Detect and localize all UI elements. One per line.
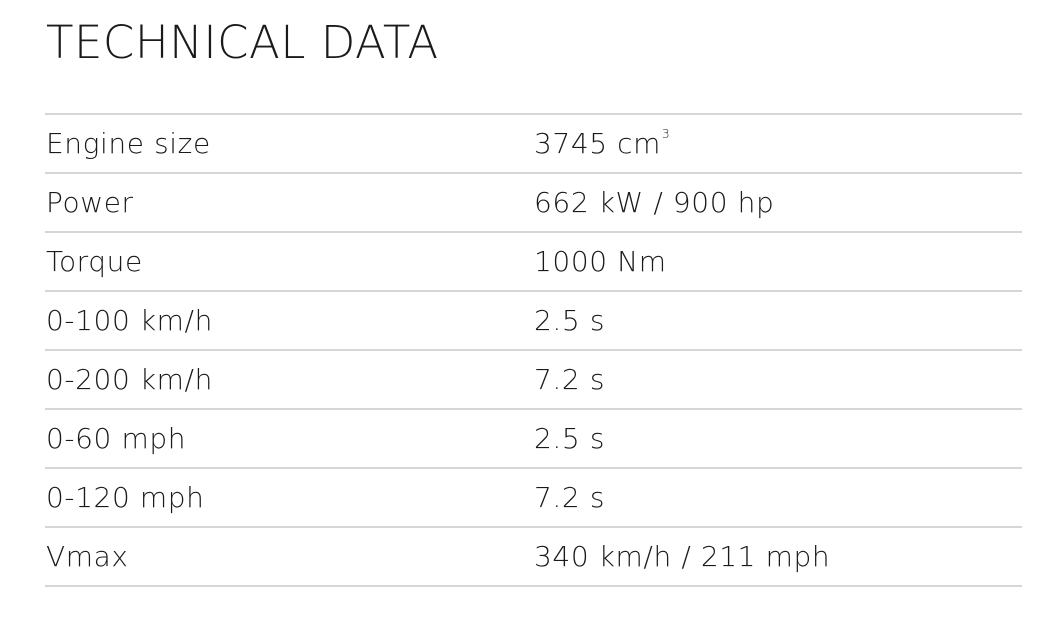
spec-value: 2.5 s	[534, 304, 606, 337]
spec-value-text: 3745 cm	[534, 127, 662, 160]
spec-row-vmax: Vmax 340 km/h / 211 mph	[45, 528, 1022, 587]
page-title: TECHNICAL DATA	[46, 16, 439, 69]
spec-label: 0-100 km/h	[46, 304, 213, 337]
spec-row-torque: Torque 1000 Nm	[45, 233, 1022, 292]
spec-value: 662 kW / 900 hp	[534, 186, 775, 219]
spec-label: 0-60 mph	[46, 422, 187, 455]
spec-row-power: Power 662 kW / 900 hp	[45, 174, 1022, 233]
spec-row-0-200-kmh: 0-200 km/h 7.2 s	[45, 351, 1022, 410]
spec-value: 7.2 s	[534, 363, 606, 396]
spec-value: 1000 Nm	[534, 245, 667, 278]
spec-label: 0-120 mph	[46, 481, 205, 514]
spec-row-0-60-mph: 0-60 mph 2.5 s	[45, 410, 1022, 469]
spec-label: 0-200 km/h	[46, 363, 213, 396]
technical-data-table: Engine size 3745 cm3 Power 662 kW / 900 …	[45, 113, 1022, 587]
spec-label: Power	[46, 186, 134, 219]
spec-value: 2.5 s	[534, 422, 606, 455]
spec-label: Vmax	[46, 540, 129, 573]
spec-row-engine-size: Engine size 3745 cm3	[45, 115, 1022, 174]
spec-label: Engine size	[46, 127, 211, 160]
spec-value: 7.2 s	[534, 481, 606, 514]
spec-row-0-100-kmh: 0-100 km/h 2.5 s	[45, 292, 1022, 351]
spec-value: 3745 cm3	[534, 115, 670, 172]
spec-row-0-120-mph: 0-120 mph 7.2 s	[45, 469, 1022, 528]
superscript-unit: 3	[662, 127, 671, 141]
spec-label: Torque	[46, 245, 143, 278]
spec-value: 340 km/h / 211 mph	[534, 540, 831, 573]
